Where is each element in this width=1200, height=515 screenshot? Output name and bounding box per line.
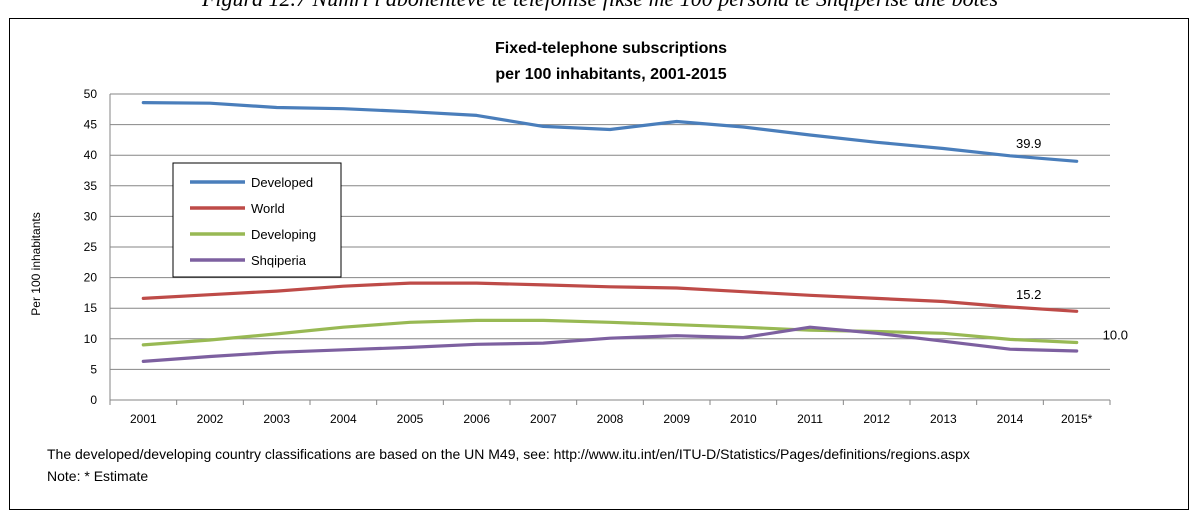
x-tick-label: 2006 — [463, 412, 490, 426]
y-tick-label: 0 — [90, 393, 97, 407]
y-tick-label: 40 — [84, 148, 98, 162]
x-tick-label: 2001 — [130, 412, 157, 426]
x-tick-label: 2011 — [797, 412, 823, 426]
classification-note: The developed/developing country classif… — [47, 446, 970, 462]
series-line-developing — [141, 318, 1079, 347]
legend-label: Shqiperia — [251, 253, 307, 268]
x-tick-label: 2013 — [930, 412, 957, 426]
y-axis-label: Per 100 inhabitants — [29, 212, 43, 315]
y-tick-label: 5 — [90, 362, 97, 376]
y-tick-label: 30 — [84, 209, 98, 223]
x-tick-label: 2008 — [597, 412, 624, 426]
series-line-shqiperia — [141, 325, 1079, 363]
y-tick-label: 45 — [84, 118, 98, 132]
x-tick-label: 2015* — [1061, 412, 1093, 426]
x-tick-label: 2005 — [397, 412, 424, 426]
legend-label: World — [251, 201, 285, 216]
y-tick-label: 20 — [84, 271, 98, 285]
x-tick-label: 2012 — [863, 412, 890, 426]
series-line-developed — [141, 100, 1079, 163]
x-tick-label: 2003 — [263, 412, 290, 426]
x-tick-label: 2010 — [730, 412, 757, 426]
x-tick-label: 2007 — [530, 412, 557, 426]
y-tick-label: 50 — [84, 87, 98, 101]
y-tick-label: 25 — [84, 240, 98, 254]
y-tick-label: 35 — [84, 179, 98, 193]
data-label: 15.2 — [1016, 287, 1041, 302]
legend-label: Developing — [251, 227, 316, 242]
legend-label: Developed — [251, 175, 313, 190]
data-label: 10.0 — [1103, 327, 1128, 342]
y-tick-label: 10 — [84, 332, 98, 346]
y-tick-label: 15 — [84, 301, 98, 315]
x-tick-label: 2002 — [197, 412, 224, 426]
chart-title-line1: Fixed-telephone subscriptions — [495, 40, 727, 57]
x-tick-label: 2009 — [663, 412, 690, 426]
estimate-note: Note: * Estimate — [47, 468, 149, 484]
data-label: 39.9 — [1016, 136, 1041, 151]
x-tick-label: 2004 — [330, 412, 357, 426]
figure-caption: Figura 12.7 Numri i abonentëve të telefo… — [0, 0, 1200, 14]
x-tick-label: 2014 — [997, 412, 1024, 426]
chart-title-line2: per 100 inhabitants, 2001-2015 — [495, 66, 726, 83]
series-line-world — [141, 281, 1079, 313]
